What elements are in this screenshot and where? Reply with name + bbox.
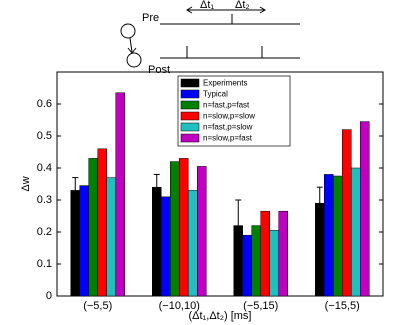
- x-tick-label: (−5,15): [243, 300, 278, 312]
- bar: [251, 225, 261, 297]
- legend-swatch: [180, 122, 200, 132]
- legend-label: n=slow,p=fast: [203, 134, 253, 143]
- legend-swatch: [180, 133, 200, 143]
- legend-swatch: [180, 111, 200, 121]
- y-tick-label: 0.5: [37, 130, 52, 142]
- post-label: Post: [148, 64, 170, 76]
- legend-label: n=slow,p=slow: [203, 112, 255, 121]
- y-tick-label: 0.2: [37, 226, 52, 238]
- y-tick-label: 0: [46, 290, 52, 302]
- bar: [115, 92, 125, 297]
- arrow-head: [127, 47, 137, 54]
- bar: [79, 185, 89, 297]
- legend-swatch: [180, 89, 200, 99]
- bar: [324, 174, 334, 297]
- bar: [278, 210, 288, 297]
- pre-label: Pre: [142, 12, 159, 24]
- legend-label: n=fast,p=slow: [203, 123, 253, 132]
- y-axis-label: Δw: [20, 176, 32, 191]
- dt2-label: Δt₂: [235, 0, 250, 11]
- bar: [152, 186, 162, 297]
- legend-label: Experiments: [203, 79, 247, 88]
- bar: [179, 158, 189, 297]
- bar: [342, 129, 352, 297]
- bar: [360, 121, 370, 297]
- legend-swatch: [180, 100, 200, 110]
- bar: [260, 210, 270, 297]
- x-tick-label: (−15,5): [325, 300, 360, 312]
- bar: [269, 230, 279, 297]
- bar: [351, 167, 361, 297]
- legend: Experiments Typical n=fast,p=fast n=slow,p=…: [177, 75, 291, 147]
- bar: [70, 190, 80, 297]
- bar: [170, 161, 180, 297]
- bar: [242, 234, 252, 297]
- axes-frame: [56, 71, 384, 297]
- arrow-heads: [186, 6, 266, 14]
- legend-swatch: [180, 78, 200, 88]
- y-tick-label: 0.4: [37, 162, 52, 174]
- x-tick-label: (−5,5): [83, 300, 112, 312]
- bar: [88, 158, 98, 297]
- y-tick-label: 0.6: [37, 98, 52, 110]
- legend-label: Typical: [203, 90, 228, 99]
- diagram: [120, 6, 300, 68]
- y-tick-label: 0.3: [37, 194, 52, 206]
- post-neuron: [126, 52, 142, 68]
- synapse-arrow: [129, 37, 133, 53]
- x-axis-label: (Δt₁,Δt₂) [ms]: [188, 310, 251, 322]
- bar: [106, 177, 116, 297]
- bar: [333, 175, 343, 297]
- legend-label: n=fast,p=fast: [203, 101, 250, 110]
- bar: [188, 190, 198, 297]
- dt1-label: Δt₁: [200, 0, 214, 11]
- x-tick-label: (−10,10): [159, 300, 200, 312]
- y-tick-label: 0.1: [37, 258, 52, 270]
- bar: [161, 196, 171, 297]
- bar: [197, 166, 207, 297]
- pre-neuron: [120, 23, 136, 39]
- bar: [97, 148, 107, 297]
